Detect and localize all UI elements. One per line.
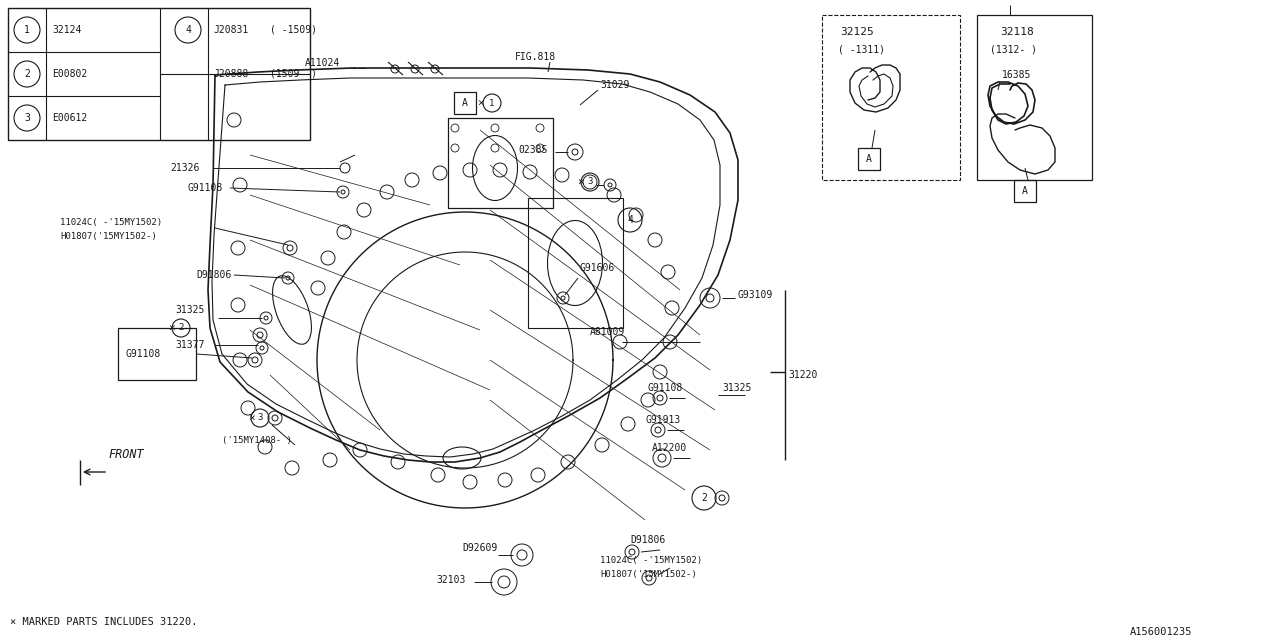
Text: G91108: G91108 — [188, 183, 223, 193]
Text: 31325: 31325 — [175, 305, 205, 315]
Text: J20831: J20831 — [212, 25, 248, 35]
Bar — [448, 118, 553, 208]
Text: 16385: 16385 — [1002, 70, 1032, 80]
Text: FRONT: FRONT — [108, 449, 143, 461]
Text: 31029: 31029 — [600, 80, 630, 90]
Text: 31377: 31377 — [175, 340, 205, 350]
Text: ×: × — [577, 177, 584, 187]
Text: ( -1311): ( -1311) — [838, 45, 884, 55]
Text: E00802: E00802 — [52, 69, 87, 79]
Text: 31220: 31220 — [788, 370, 818, 380]
Text: ×: × — [168, 323, 175, 333]
Text: 11024C( -'15MY1502): 11024C( -'15MY1502) — [60, 218, 163, 227]
Bar — [8, 8, 310, 140]
Text: D91806: D91806 — [196, 270, 232, 280]
Bar — [1014, 180, 1036, 202]
Text: G91108: G91108 — [125, 349, 161, 359]
Text: A11024: A11024 — [305, 58, 340, 68]
Bar — [529, 198, 623, 328]
Text: 2: 2 — [178, 323, 184, 333]
Text: G91108: G91108 — [648, 383, 684, 393]
Text: (1312- ): (1312- ) — [989, 45, 1037, 55]
Text: G91606: G91606 — [580, 263, 616, 273]
Text: A: A — [462, 98, 468, 108]
Text: 32118: 32118 — [1000, 27, 1034, 37]
Text: 32124: 32124 — [52, 25, 82, 35]
Bar — [977, 15, 1092, 180]
Text: 21326: 21326 — [170, 163, 200, 173]
Bar — [858, 148, 881, 170]
Text: A12200: A12200 — [652, 443, 687, 453]
Text: J20888: J20888 — [212, 69, 248, 79]
Text: A: A — [867, 154, 872, 164]
Text: (1509- ): (1509- ) — [270, 69, 317, 79]
Text: 3: 3 — [588, 177, 593, 186]
Text: ×: × — [477, 98, 484, 108]
Bar — [454, 92, 476, 114]
Text: 3: 3 — [24, 113, 29, 123]
Text: 3: 3 — [257, 413, 262, 422]
Text: A81009: A81009 — [590, 327, 625, 337]
Text: 2: 2 — [701, 493, 707, 503]
Text: ('15MY1408- ): ('15MY1408- ) — [221, 435, 292, 445]
Text: 4: 4 — [186, 25, 191, 35]
Text: 1: 1 — [489, 99, 494, 108]
Bar — [118, 328, 196, 380]
Text: 2: 2 — [24, 69, 29, 79]
Text: A: A — [1021, 186, 1028, 196]
Text: D91806: D91806 — [630, 535, 666, 545]
Text: 4: 4 — [627, 215, 632, 225]
Text: FIG.818: FIG.818 — [515, 52, 556, 62]
Text: ( -1509): ( -1509) — [270, 25, 317, 35]
Text: G91913: G91913 — [645, 415, 680, 425]
Text: 31325: 31325 — [722, 383, 751, 393]
Text: 0238S: 0238S — [518, 145, 548, 155]
Text: 11024C( -'15MY1502): 11024C( -'15MY1502) — [600, 556, 703, 564]
Text: 32103: 32103 — [436, 575, 466, 585]
Text: ×: × — [248, 413, 255, 423]
Text: D92609: D92609 — [462, 543, 497, 553]
Text: 1: 1 — [24, 25, 29, 35]
Text: E00612: E00612 — [52, 113, 87, 123]
Text: H01807('15MY1502-): H01807('15MY1502-) — [60, 232, 156, 241]
Bar — [822, 15, 960, 180]
Text: 32125: 32125 — [840, 27, 874, 37]
Text: × MARKED PARTS INCLUDES 31220.: × MARKED PARTS INCLUDES 31220. — [10, 617, 197, 627]
Text: H01807('15MY1502-): H01807('15MY1502-) — [600, 570, 696, 579]
Text: G93109: G93109 — [737, 290, 772, 300]
Text: A156001235: A156001235 — [1130, 627, 1193, 637]
